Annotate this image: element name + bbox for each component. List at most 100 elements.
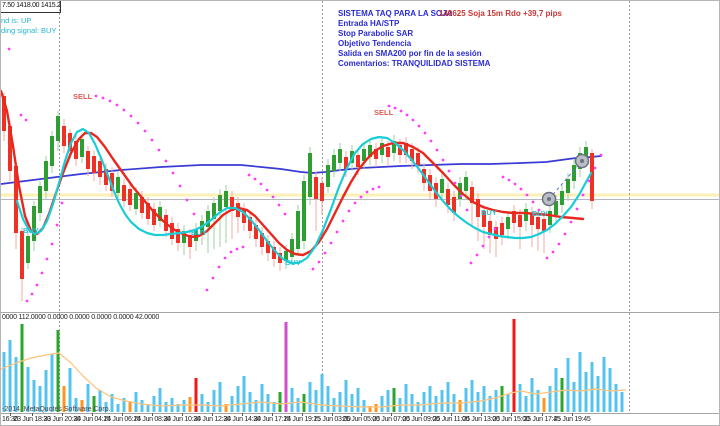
candle-body	[146, 203, 150, 219]
candle-body	[98, 161, 102, 177]
candle-body	[320, 183, 324, 201]
candle-body	[356, 155, 360, 167]
indicator-values-readout: 0000 112.0000 0.0000 0.0000 0.0000 0.000…	[2, 314, 160, 321]
candle-body	[68, 133, 72, 151]
time-axis-label: 25 Jun 15:00	[492, 416, 530, 423]
candle-body	[248, 217, 252, 231]
time-axis-label: 24 Jun 06:15	[103, 416, 141, 423]
time-axis-label: 24 Jun 04:15	[73, 416, 111, 423]
candle-body	[194, 229, 198, 241]
candle-body	[116, 177, 120, 193]
volume-bar	[194, 378, 198, 412]
candle-body	[362, 149, 366, 161]
sar-dot	[531, 200, 535, 204]
system-entry-rule: Entrada HA/STP	[338, 19, 400, 28]
sar-dot	[277, 203, 281, 207]
candle-body	[122, 185, 126, 201]
sar-dot	[481, 244, 485, 248]
sar-dot	[453, 181, 457, 185]
sar-dot	[323, 251, 327, 255]
candle-body	[272, 247, 276, 259]
sar-dot	[60, 201, 64, 205]
time-axis-label: 25 Jun 13:00	[462, 416, 500, 423]
candle-body	[242, 209, 246, 223]
sar-dot	[519, 187, 523, 191]
sar-dot	[223, 256, 227, 260]
volume-bar	[260, 384, 264, 412]
candle-body	[536, 217, 540, 229]
candle-body	[464, 177, 468, 191]
system-target-rule: Objetivo Tendencia	[338, 39, 412, 48]
candle-body	[254, 225, 258, 239]
volume-bar	[44, 370, 48, 412]
volume-bar	[320, 374, 324, 412]
candle-body	[590, 153, 594, 201]
candle-body	[512, 211, 516, 223]
sar-dot	[441, 158, 445, 162]
volume-bar	[290, 388, 294, 412]
sar-dot	[45, 257, 49, 261]
candle-body	[494, 227, 498, 239]
sar-dot	[465, 208, 469, 212]
candle-body	[392, 141, 396, 153]
candle-body	[56, 116, 60, 141]
volume-bar	[368, 406, 372, 412]
time-axis-label: 25 Jun 17:45	[523, 416, 561, 423]
volume-bar	[548, 386, 552, 412]
candle-body	[110, 173, 114, 191]
volume-bar	[122, 398, 126, 412]
candle-body	[554, 201, 558, 215]
volume-bar	[146, 404, 150, 412]
volume-bar	[578, 352, 582, 412]
volume-bar	[182, 400, 186, 412]
volume-bar	[230, 396, 234, 412]
sell-signal-label: SELL	[374, 108, 394, 117]
candle-body	[50, 136, 54, 166]
volume-bar	[500, 386, 504, 412]
candle-body	[506, 217, 510, 229]
volume-bar	[584, 372, 588, 412]
sar-dot	[205, 288, 209, 292]
candle-body	[380, 143, 384, 155]
sar-dot	[563, 232, 567, 236]
sar-dot	[7, 47, 11, 51]
sar-dot	[122, 108, 126, 112]
sar-dot	[537, 208, 541, 212]
candle-body	[290, 239, 294, 257]
time-axis-label: 24 Jun 19:15	[283, 416, 321, 423]
candle-body	[332, 155, 336, 171]
volume-bar	[212, 390, 216, 412]
sar-dot	[185, 198, 189, 202]
sar-dot	[411, 118, 415, 122]
sar-dot	[211, 276, 215, 280]
sar-dot	[171, 171, 175, 175]
sar-dot	[487, 235, 491, 239]
volume-bar	[554, 368, 558, 412]
trend-status-text: nd is: UP	[1, 16, 32, 25]
sar-dot	[377, 185, 381, 189]
fast-ma-line	[15, 127, 593, 265]
candle-body	[488, 221, 492, 235]
volume-bar	[524, 396, 528, 412]
volume-bar	[536, 390, 540, 412]
candle-body	[32, 206, 36, 241]
volume-bar	[476, 392, 480, 412]
time-axis-label: 23 Jun 18:30	[13, 416, 51, 423]
candle-body	[410, 149, 414, 161]
time-axis-label: 23 Jun 20:30	[43, 416, 81, 423]
candle-body	[44, 161, 48, 191]
volume-bar	[542, 398, 546, 412]
sar-dot	[513, 182, 517, 186]
candle-body	[524, 209, 528, 221]
time-axis-label: 25 Jun 03:00	[313, 416, 351, 423]
volume-bar	[572, 382, 576, 412]
volume-bar	[176, 404, 180, 412]
candle-body	[386, 147, 390, 157]
sar-dot	[50, 242, 54, 246]
candle-body	[104, 169, 108, 185]
volume-bar	[200, 394, 204, 412]
volume-bar	[614, 384, 618, 412]
volume-bar	[20, 324, 24, 412]
time-axis-label: 24 Jun 14:30	[223, 416, 261, 423]
